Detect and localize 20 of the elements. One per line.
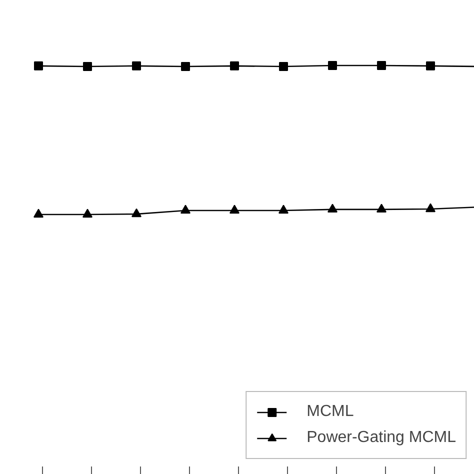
point bbox=[376, 204, 386, 213]
point bbox=[132, 208, 142, 218]
point bbox=[180, 204, 190, 214]
point bbox=[279, 62, 288, 72]
point bbox=[82, 208, 92, 218]
point bbox=[83, 62, 92, 72]
point bbox=[426, 203, 436, 212]
point bbox=[377, 60, 386, 70]
point bbox=[34, 61, 43, 70]
point bbox=[34, 208, 44, 218]
point bbox=[328, 204, 338, 213]
point bbox=[426, 61, 435, 70]
point bbox=[230, 204, 240, 214]
legend-label: MCML bbox=[306, 403, 354, 421]
point bbox=[132, 61, 141, 70]
point bbox=[278, 204, 288, 214]
point bbox=[328, 60, 337, 70]
legend-label: Power-Gating MCML bbox=[306, 429, 456, 447]
point bbox=[181, 62, 190, 72]
point bbox=[230, 61, 239, 70]
